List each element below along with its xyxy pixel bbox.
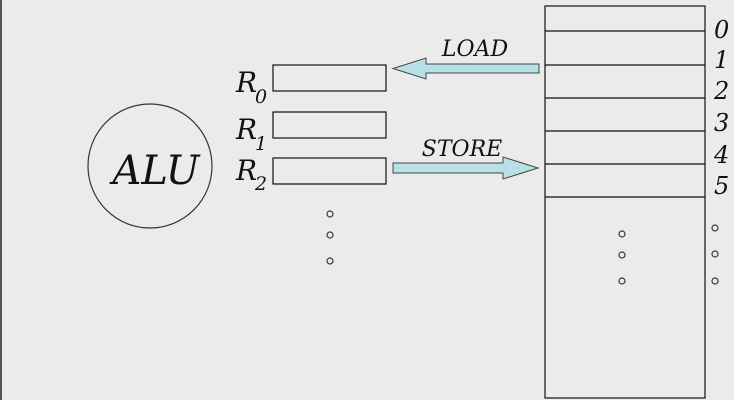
register-0: R 0 bbox=[235, 64, 387, 108]
register-0-index: 0 bbox=[255, 86, 267, 108]
register-2-box bbox=[272, 157, 387, 185]
memory-ellipsis bbox=[618, 230, 626, 285]
register-2: R 2 bbox=[235, 154, 387, 195]
address-ellipsis bbox=[711, 224, 719, 285]
alu-label: ALU bbox=[109, 148, 201, 194]
ellipsis-dot bbox=[711, 277, 719, 285]
register-2-index: 2 bbox=[254, 173, 267, 195]
memory: 0 1 2 3 4 5 bbox=[544, 5, 729, 399]
alu: ALU bbox=[87, 103, 213, 229]
memory-address-5: 5 bbox=[714, 172, 729, 200]
alu-circle bbox=[87, 103, 213, 229]
register-1-name: R bbox=[235, 113, 257, 146]
register-ellipsis bbox=[326, 210, 334, 265]
memory-outline bbox=[544, 5, 706, 399]
store-arrow-shape bbox=[392, 156, 540, 180]
load-label: LOAD bbox=[441, 37, 509, 62]
memory-address-2: 2 bbox=[713, 77, 729, 105]
memory-address-3: 3 bbox=[714, 109, 729, 137]
ellipsis-dot bbox=[618, 230, 626, 238]
store-label: STORE bbox=[422, 137, 502, 162]
memory-address-0: 0 bbox=[714, 16, 729, 44]
memory-address-4: 4 bbox=[713, 141, 729, 169]
ellipsis-dot bbox=[711, 224, 719, 232]
ellipsis-dot bbox=[618, 277, 626, 285]
register-0-name: R bbox=[235, 66, 257, 99]
register-0-box bbox=[272, 64, 387, 92]
load-arrow: LOAD bbox=[391, 37, 540, 80]
register-1-box bbox=[272, 111, 387, 139]
register-2-name: R bbox=[235, 154, 257, 187]
store-arrow: STORE bbox=[392, 137, 540, 180]
ellipsis-dot bbox=[326, 231, 334, 239]
ellipsis-dot bbox=[326, 257, 334, 265]
ellipsis-dot bbox=[326, 210, 334, 218]
ellipsis-dot bbox=[618, 251, 626, 259]
load-arrow-shape bbox=[391, 57, 540, 80]
ellipsis-dot bbox=[711, 250, 719, 258]
register-1-index: 1 bbox=[255, 133, 267, 155]
register-1: R 1 bbox=[235, 111, 387, 155]
memory-address-1: 1 bbox=[714, 46, 729, 74]
